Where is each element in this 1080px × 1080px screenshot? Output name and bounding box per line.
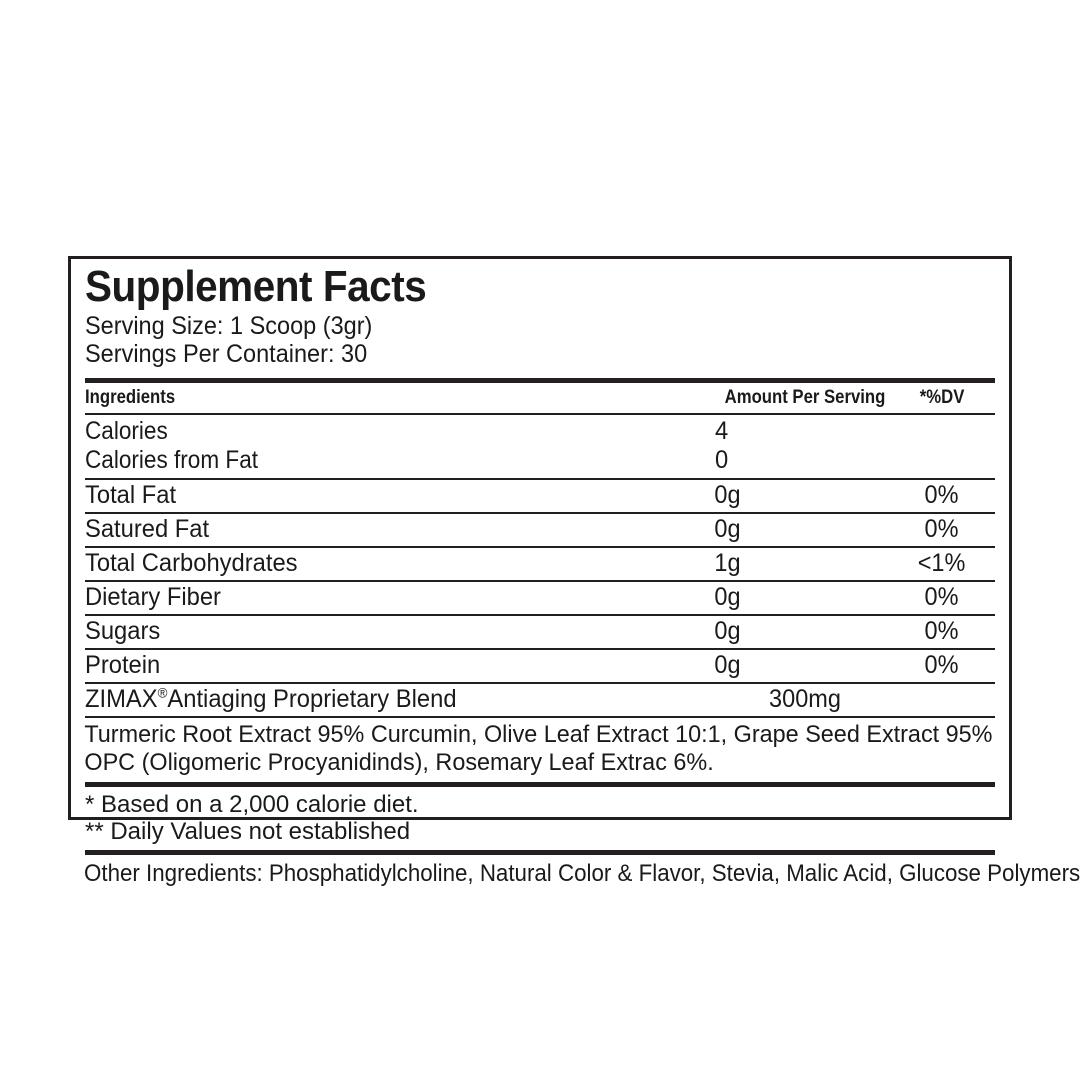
calories-value: 4 [715, 416, 729, 445]
nutrient-amount: 0g [714, 650, 741, 679]
nutrient-amount: 0g [714, 480, 741, 509]
table-row: Total Fat 0g 0% [71, 480, 1009, 512]
footnotes-block: * Based on a 2,000 calorie diet. ** Dail… [71, 787, 1009, 851]
nutrient-dv: 0% [924, 480, 959, 509]
rule-below-table-header [85, 412, 995, 415]
blend-amount: 300mg [769, 684, 841, 713]
footnote-calorie-diet: * Based on a 2,000 calorie diet. [85, 790, 419, 818]
nutrient-amount: 0g [714, 582, 741, 611]
rule-above-table-header [85, 377, 995, 383]
blend-name-suffix: Antiaging Proprietary Blend [167, 684, 457, 713]
rule-between-nutrients [85, 579, 995, 582]
registered-trademark-icon: ® [157, 684, 168, 701]
blend-name-prefix: ZIMAX [85, 684, 158, 713]
servings-per-container-text: Servings Per Container: 30 [85, 339, 368, 368]
blend-ingredients-text: Turmeric Root Extract 95% Curcumin, Oliv… [84, 720, 993, 777]
table-row: Sugars 0g 0% [71, 616, 1009, 648]
other-ingredients-text: Other Ingredients: Phosphatidylcholine, … [84, 860, 1080, 888]
nutrient-amount: 0g [714, 514, 741, 543]
rule-between-nutrients [85, 613, 995, 616]
nutrient-name: Protein [85, 650, 161, 679]
serving-size-text: Serving Size: 1 Scoop (3gr) [85, 311, 373, 340]
calories-block: Calories Calories from Fat 4 0 [71, 415, 1009, 478]
footnote-daily-values: ** Daily Values not established [85, 818, 411, 846]
nutrient-amount: 0g [714, 616, 741, 645]
nutrient-name: Total Carbohydrates [85, 548, 298, 577]
rule-above-other-ingredients [85, 850, 995, 856]
calories-from-fat-label: Calories from Fat [85, 445, 259, 474]
nutrient-dv: 0% [924, 616, 959, 645]
rule-above-blend [85, 681, 995, 684]
proprietary-blend-row: ZIMAX®Antiaging Proprietary Blend 300mg [71, 684, 1009, 716]
rule-below-blend [85, 715, 995, 718]
page-title: Supplement Facts [85, 262, 427, 311]
label-header: Supplement Facts Serving Size: 1 Scoop (… [71, 262, 1009, 368]
nutrient-name: Dietary Fiber [85, 582, 221, 611]
rule-below-calories [85, 477, 995, 480]
rule-between-nutrients [85, 647, 995, 650]
nutrient-dv: 0% [924, 650, 959, 679]
table-row: Total Carbohydrates 1g <1% [71, 548, 1009, 580]
nutrient-dv: 0% [924, 582, 959, 611]
rule-above-footnotes [85, 781, 995, 787]
rule-between-nutrients [85, 545, 995, 548]
table-row: Dietary Fiber 0g 0% [71, 582, 1009, 614]
nutrient-amount: 1g [714, 548, 741, 577]
table-header-row: Ingredients Amount Per Serving *%DV [71, 383, 1009, 413]
calories-label: Calories [85, 416, 168, 445]
nutrient-name: Satured Fat [85, 514, 210, 543]
nutrient-rows-container: Total Fat 0g 0% Satured Fat 0g 0% Total Carboh… [71, 480, 1009, 682]
table-row: Satured Fat 0g 0% [71, 514, 1009, 546]
nutrient-name: Total Fat [85, 480, 177, 509]
supplement-facts-panel: Supplement Facts Serving Size: 1 Scoop (… [68, 256, 1080, 887]
column-header-ingredients: Ingredients [85, 386, 176, 408]
column-header-amount-per-serving: Amount Per Serving [724, 386, 886, 408]
calories-dv-empty [905, 417, 995, 475]
nutrient-dv: 0% [924, 514, 959, 543]
table-row: Protein 0g 0% [71, 650, 1009, 682]
blend-name: ZIMAX®Antiaging Proprietary Blend [85, 685, 674, 714]
nutrient-name: Sugars [85, 616, 161, 645]
column-header-percent-dv: *%DV [919, 386, 965, 408]
calories-from-fat-value: 0 [715, 445, 729, 474]
rule-between-nutrients [85, 511, 995, 514]
nutrient-dv: <1% [917, 548, 966, 577]
